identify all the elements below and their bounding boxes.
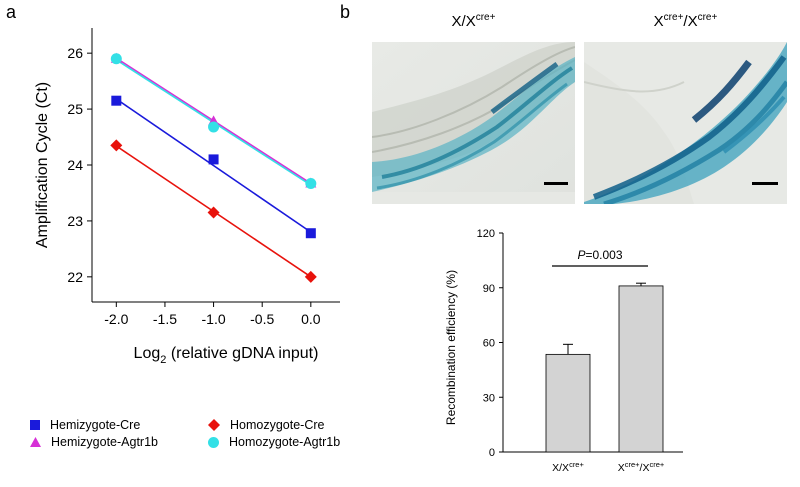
x-axis-title-main: Log [134,345,161,362]
y-tick-label: 26 [67,45,83,61]
x-tick-label: -2.0 [104,311,128,327]
legend: Hemizygote-Cre Homozygote-Cre Hemizygote… [30,418,360,464]
micrograph-homozygous [584,42,787,204]
legend-circle-icon [208,436,219,448]
data-point [110,139,123,152]
y-tick-label: 25 [67,101,83,117]
micrograph-left-title-sup: cre+ [475,12,496,23]
x-tick-label: -0.5 [250,311,274,327]
y-tick-label: 22 [67,269,83,285]
panel-b-label: b [340,2,351,22]
x-axis-title-sub: 2 [160,354,166,366]
y-tick-label: 24 [67,157,83,173]
y-tick-label: 23 [67,213,83,229]
legend-item-homozygote-cre: Homozygote-Cre [208,418,324,432]
legend-item-hemizygote-agtr1b: Hemizygote-Agtr1b [30,435,158,449]
micrograph-heterozygous [372,42,575,204]
micrograph-left-title: X/Xcre+ [372,12,575,30]
legend-label: Homozygote-Cre [230,418,325,432]
x-tick-label: -1.0 [202,311,226,327]
data-point [208,154,219,165]
legend-label: Homozygote-Agtr1b [229,435,341,449]
data-point [111,95,122,106]
data-point [305,177,317,189]
y-axis-title: Amplification Cycle (Ct) [34,82,51,248]
micrograph-heterozygous-image [372,42,575,204]
legend-diamond-icon [208,419,220,431]
data-point [207,206,220,219]
x-axis-title-rest: (relative gDNA input) [166,345,318,362]
micrograph-right-title-base-1: X [653,13,664,30]
data-point [110,53,122,65]
data-point [305,228,316,239]
micrograph-left-title-base: X/X [451,13,476,30]
data-point [304,270,317,283]
legend-square-icon [30,420,40,430]
micrograph-right-title-sup-1: cre+ [663,12,684,23]
panel-a-label: a [6,2,17,22]
x-axis-title: Log2 (relative gDNA input) [134,345,319,366]
fit-line [115,98,312,233]
micrograph-homozygous-image [584,42,787,204]
legend-triangle-icon [30,437,41,447]
x-tick-label: 0.0 [301,311,321,327]
legend-item-hemizygote-cre: Hemizygote-Cre [30,418,140,432]
micrograph-right-title: Xcre+/Xcre+ [584,12,787,30]
micrograph-right-title-sup-2: cre+ [697,12,718,23]
data-point [208,121,220,133]
x-tick-label: -1.5 [153,311,177,327]
legend-label: Hemizygote-Agtr1b [51,435,158,449]
micrograph-right-title-base-2: /X [683,13,698,30]
legend-label: Hemizygote-Cre [50,418,141,432]
legend-item-homozygote-agtr1b: Homozygote-Agtr1b [208,435,340,449]
